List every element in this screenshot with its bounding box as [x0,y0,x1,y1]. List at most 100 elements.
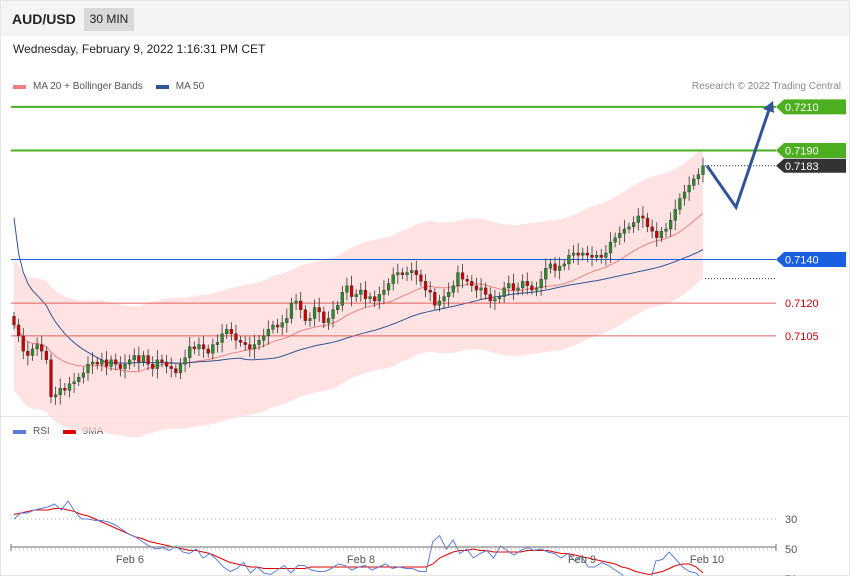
candle [132,348,136,367]
candle-body-down [174,368,178,374]
candle-body-up [627,226,631,230]
candle [312,299,317,327]
candle [530,281,534,295]
candle-body-down [322,311,326,323]
candle [201,335,206,358]
candle [192,341,196,355]
candle-body-up [692,178,696,186]
candle-body-down [238,340,243,343]
candle [280,314,284,336]
candle [571,245,576,264]
candle-body-up [271,324,275,330]
candle [419,269,423,287]
candle [622,220,627,243]
candle-body-up [687,185,691,193]
candle [373,290,377,308]
candle-body-up [544,268,548,280]
candle-body-down [299,300,303,310]
candle-body-down [243,342,247,345]
candle [410,262,414,281]
candle-body-down [201,344,206,350]
candle-body-up [86,364,90,374]
last-price-tag [776,158,846,173]
candle [90,352,95,375]
candle-body-up [289,302,294,319]
candle [141,351,146,367]
candle-body-down [650,226,654,232]
resistance-tag-label-1: 0.7190 [785,146,819,158]
candle-body-up [188,346,192,358]
candle-body-down [599,254,603,258]
x-axis-layer: Feb 6 Feb 8 Feb 9 Feb 10 [10,544,777,566]
legend-swatch-9ma [62,429,76,434]
candle [618,226,622,245]
candle [35,337,39,357]
candle-body-down [400,272,405,276]
candle-body-up [183,357,187,365]
candle [160,354,164,368]
candle [608,232,613,263]
support-label-3: 0.7120 [785,298,819,310]
candle-body-down [317,307,321,313]
candle [95,356,99,370]
candle-body-up [123,364,127,369]
candle-body-down [21,335,25,352]
candle [206,344,210,358]
candle [151,356,155,377]
candle-body-up [502,287,506,297]
candle [534,281,539,297]
scenario-arrow-line [705,106,772,211]
candle [488,287,492,309]
rsi-legend: RSI 9MA [13,426,103,437]
candle [262,328,266,348]
candle-body-up [81,372,85,378]
candle-body-down [234,333,238,341]
candle [659,226,664,243]
timeframe-badge[interactable]: 30 MIN [84,8,134,31]
candle-body-down [373,296,377,302]
candle-body-down [576,252,580,256]
candle-body-up [456,272,460,286]
candle [636,207,640,231]
candle-body-up [571,252,576,256]
candle [331,300,335,328]
candle [613,232,617,248]
candle [368,292,372,304]
legend-label-ma20: MA 20 + Bollinger Bands [33,81,143,92]
candle-body-up [336,305,340,310]
level-lines-layer [11,105,776,337]
bollinger-band [14,147,703,438]
candle-body-up [673,209,677,221]
candle-body-up [58,387,62,395]
candle [678,193,682,215]
candle-body-up [294,300,298,304]
candle [585,245,590,263]
candle [484,282,488,300]
last-price-tag-label: 0.7183 [785,161,819,173]
candle-body-up [215,342,220,345]
candle-body-up [197,344,201,350]
candle [30,343,35,361]
candle-body-down [460,272,465,280]
candle [682,184,687,206]
candle [627,222,631,234]
candle [363,281,368,308]
candle [104,350,109,376]
rsi-tick-label-1: 50 [785,544,797,556]
candle-body-up [659,230,664,238]
candle-body-down [641,215,645,219]
candle-body-down [433,292,437,306]
candle-body-down [470,281,474,286]
candle-body-down [590,254,594,258]
candle [67,376,72,398]
candle [299,292,303,319]
candle-body-up [608,241,613,254]
candle-body-up [30,348,35,356]
candle-body-up [211,344,215,354]
candle-body-down [655,230,659,238]
candle [604,245,608,266]
candle [354,289,358,302]
legend-label-rsi: RSI [33,426,50,437]
candle [58,378,62,405]
candle [433,287,437,310]
